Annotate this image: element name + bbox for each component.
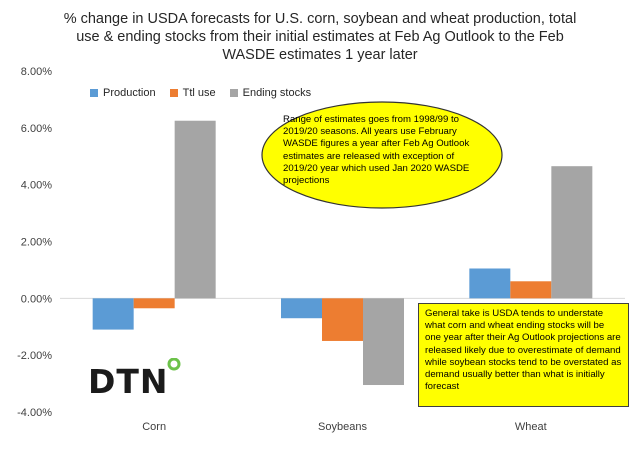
legend-item: Production <box>90 87 156 99</box>
x-category-label: Soybeans <box>318 421 367 433</box>
bar-production-wheat <box>469 268 511 299</box>
note-ellipse <box>261 101 503 209</box>
bar-ttl-use-wheat <box>510 281 552 299</box>
legend-swatch <box>90 89 98 97</box>
y-tick-label: 0.00% <box>21 293 52 305</box>
bar-ending-stocks-soybeans <box>363 298 404 386</box>
bar-ttl-use-corn <box>133 298 175 309</box>
chart-title-line: % change in USDA forecasts for U.S. corn… <box>63 11 577 27</box>
y-tick-label: 6.00% <box>21 123 52 135</box>
chart-title-line: WASDE estimates 1 year later <box>222 47 418 63</box>
legend-label: Ending stocks <box>242 87 312 99</box>
legend: Production Ttl use Ending stocks <box>90 87 311 99</box>
bar-ending-stocks-wheat <box>551 166 593 299</box>
ellipse-layer <box>261 101 503 209</box>
x-category-label: Wheat <box>515 421 547 433</box>
y-tick-label: 4.00% <box>21 180 52 192</box>
legend-label: Ttl use <box>182 87 216 99</box>
y-tick-label: -2.00% <box>17 350 52 362</box>
legend-label: Production <box>103 87 156 99</box>
dtn-logo: DTN <box>88 358 181 398</box>
note-box: General take is USDA tends to understate… <box>418 303 629 407</box>
legend-swatch <box>229 89 238 97</box>
chart-title: % change in USDA forecasts for U.S. corn… <box>0 10 640 64</box>
bar-ending-stocks-corn <box>174 120 216 299</box>
y-tick-label: -4.00% <box>17 407 52 419</box>
y-tick-label: 2.00% <box>21 237 52 249</box>
bars-layer <box>92 120 593 386</box>
bar-production-soybeans <box>281 298 322 319</box>
x-category-label: Corn <box>142 421 166 433</box>
legend-item: Ttl use <box>169 87 216 99</box>
bar-production-corn <box>92 298 134 330</box>
axis-layer: -4.00% -2.00% 0.00% 2.00% 4.00% 6.00% 8.00% Cor… <box>17 66 625 433</box>
y-tick-label: 8.00% <box>21 66 52 78</box>
bar-ttl-use-soybeans <box>322 298 363 341</box>
logo-dot-icon <box>167 358 181 371</box>
legend-swatch <box>169 89 178 97</box>
ellipse-note-text: Range of estimates goes from 1998/99 to … <box>283 114 470 187</box>
logo-text: DTN <box>88 362 169 401</box>
legend-item: Ending stocks <box>229 87 312 99</box>
chart-title-line: use & ending stocks from their initial e… <box>76 29 564 45</box>
